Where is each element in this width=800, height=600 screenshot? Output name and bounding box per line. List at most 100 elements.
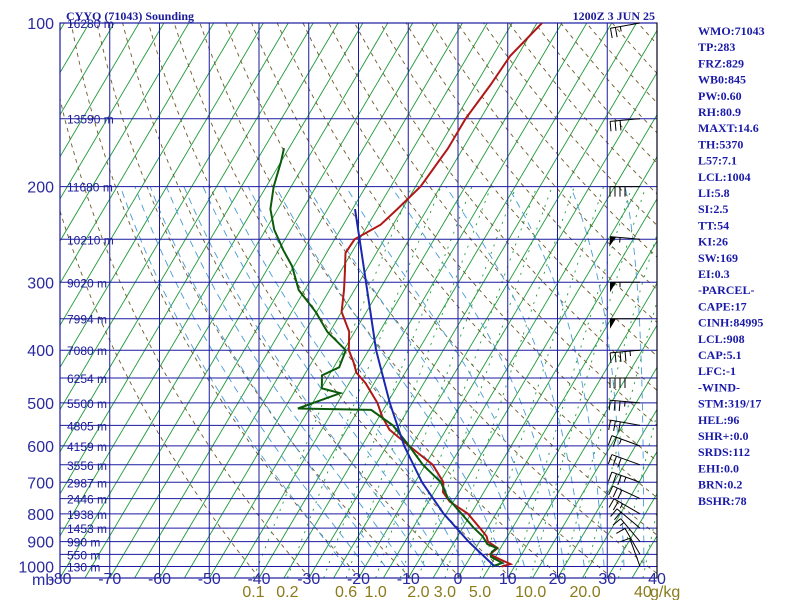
wind-barb [609,118,641,132]
dry-adiabat-lines [60,23,657,578]
isotherm-line [60,23,389,578]
wind-barb-half-feather [623,476,627,483]
height-label: 10210 m [67,233,114,247]
mixing-ratio-line [513,186,633,578]
pressure-tick-label: 100 [27,16,54,33]
sounding-index: HEL:96 [698,413,739,427]
moist-adiabat-line [223,186,466,567]
wind-barb-feather [617,457,622,468]
height-label: 4805 m [67,419,107,433]
wind-barb-feather [619,351,622,362]
temperature-tick-label: -20 [347,571,370,588]
mixing-ratio-line [444,186,575,578]
moist-adiabat-line [445,186,585,567]
wind-barb-half-feather [619,438,622,444]
pressure-tick-label: 700 [27,475,54,492]
wind-barb-feather [624,351,627,362]
wind-barb-column [607,22,658,578]
temperature-tick-label: 40 [648,571,666,588]
station-title: CYYQ (71043) Sounding [66,9,194,23]
wind-barb-staff [629,538,641,567]
isotherm-line [432,198,657,578]
mixing-ratio-tick-label: 3.0 [434,584,456,600]
isotherm-line [60,23,65,32]
pressure-tick-label: 400 [27,343,54,360]
isotherm-line [60,23,314,453]
dry-adiabat-line [457,23,657,258]
wind-barb-feather [608,485,614,496]
wind-barb-feather [617,489,623,500]
sounding-index: CAPE:17 [698,299,747,313]
mixing-ratio-tick-label: 20.0 [569,584,600,600]
isotherm-line [84,23,414,578]
sounding-traces [269,23,543,568]
mixing-ratio-lines [253,186,657,578]
wind-barb-feather [620,537,630,543]
wind-barb [608,399,641,412]
isotherm-line [208,23,538,578]
wind-barb [616,527,641,555]
wind-barb [612,518,641,542]
wind-barb [609,236,641,247]
pressure-tick-labels: 100 200 300 400 500 600 700 800 900 1000 [18,16,54,576]
moist-adiabat-line [275,186,506,567]
wind-barb-feather [609,28,613,39]
isotherm-line [60,23,140,158]
temperature-tick-label: -70 [98,571,121,588]
wind-barb [607,471,641,486]
wind-barb-staff [624,528,641,555]
sounding-index: BSHR:78 [698,494,747,508]
isotherm-line [507,324,657,578]
wind-barb-feather [609,121,612,132]
wind-barb-feather [608,420,611,431]
dry-adiabat-line [60,96,311,578]
isotherm-line [109,23,438,578]
dry-adiabat-line [147,23,512,578]
wind-barb-feather [612,437,617,447]
wind-barb-staff [610,236,641,240]
wind-barb-feather [614,120,617,131]
isotherm-line [0,23,40,578]
wind-barb-pennant [610,282,616,293]
isotherm-line [60,23,190,242]
dry-adiabat-line [96,23,412,578]
wind-barb-pennant [610,318,616,329]
wind-barb-feather [612,456,617,466]
sounding-index: L57:7.1 [698,154,737,168]
dewpoint-trace [269,147,505,568]
sounding-index: TT:54 [698,218,729,232]
wind-barb-feather [619,120,622,131]
moist-adiabat-line [183,186,426,567]
wind-barb-feather [617,475,622,486]
wind-barb-feather [613,420,616,431]
isotherm-line [557,408,657,578]
dry-adiabat-line [173,23,563,578]
height-label: 11680 m [67,181,113,195]
wind-barb-staff [612,485,641,500]
mixing-ratio-tick-label: 10.0 [515,584,546,600]
sounding-index: SHR+:0.0 [698,429,749,443]
dry-adiabat-line [276,23,657,499]
pressure-tick-label: 300 [27,275,54,292]
isotherm-line [582,450,657,578]
height-label: 3556 m [67,459,107,473]
sounding-index: EI:0.3 [698,267,730,281]
sounding-index: LCL:1004 [698,170,751,184]
isotherm-line [358,71,657,578]
temperature-tick-label: 30 [598,571,616,588]
pressure-tick-label: 200 [27,180,54,197]
height-label: 13590 m [67,113,114,127]
wind-barb [608,498,641,515]
sounding-index: TH:5370 [698,137,743,151]
isotherm-line [233,23,563,578]
sounding-index: SRDS:112 [698,445,750,459]
height-label: 1938 m [67,508,107,522]
height-label: 7080 m [67,344,107,358]
isotherm-line [532,366,657,578]
isotherm-line [457,240,657,578]
mixing-ratio-tick-label: 2.0 [407,584,429,600]
wind-barb-pennant [609,236,617,247]
sounding-index: WMO:71043 [698,24,765,38]
height-label: 2446 m [67,493,107,507]
sounding-time: 1200Z 3 JUN 25 [573,9,655,23]
